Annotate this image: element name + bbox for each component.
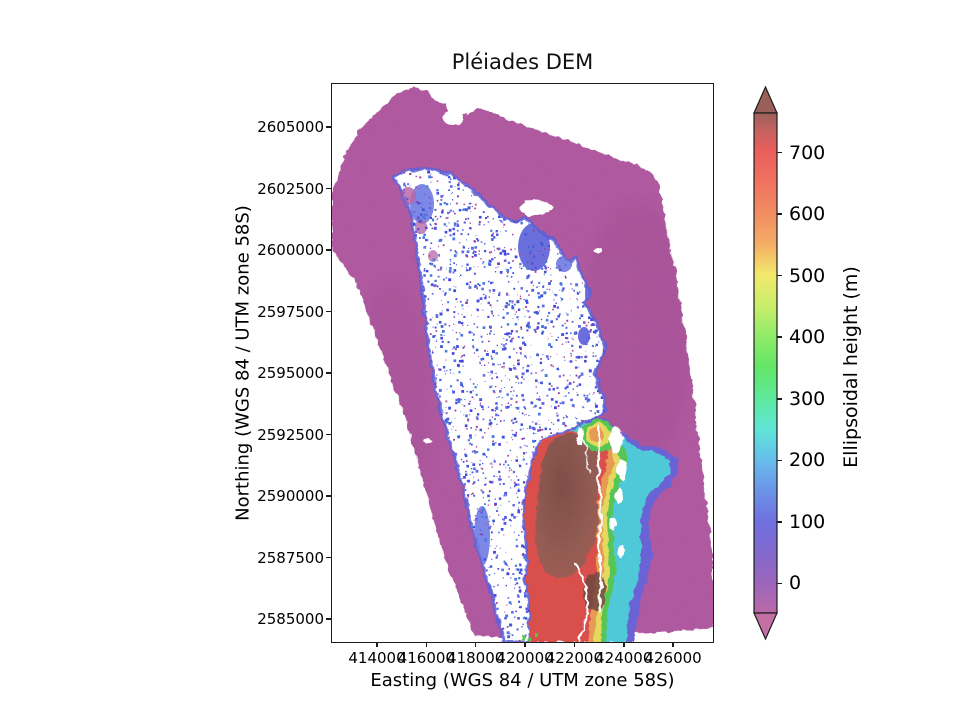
colorbar-tick-label: 0: [789, 572, 802, 595]
colorbar-tick-label: 600: [789, 203, 826, 226]
y-tick: [326, 556, 331, 559]
y-tick-label: 2605000: [257, 118, 324, 136]
y-tick: [326, 433, 331, 436]
x-tick: [672, 642, 674, 647]
y-tick: [326, 372, 331, 374]
y-tick: [326, 495, 331, 497]
colorbar-tick-label: 400: [789, 326, 826, 349]
colorbar-label: Ellipsoidal height (m): [840, 266, 862, 468]
x-tick: [622, 642, 625, 647]
colorbar-arrow-under: [753, 612, 778, 641]
colorbar-body: [753, 112, 778, 614]
summit-white-gaps: [576, 411, 627, 559]
x-tick-label: 424000: [595, 649, 653, 667]
x-tick-label: 418000: [447, 649, 505, 667]
colorbar-tick: [777, 336, 782, 338]
summit-cracks: [575, 424, 603, 642]
colorbar-tick: [777, 274, 782, 277]
colorbar-tick: [777, 521, 782, 523]
x-tick-label: 426000: [644, 649, 702, 667]
x-tick-label: 420000: [496, 649, 554, 667]
y-tick-label: 2590000: [257, 487, 324, 505]
x-tick-label: 416000: [397, 649, 455, 667]
axes-frame: [331, 83, 714, 643]
colorbar-tick: [777, 397, 782, 400]
x-tick: [425, 642, 428, 647]
x-tick-label: 422000: [545, 649, 604, 667]
y-tick: [326, 249, 331, 251]
x-tick-label: 414000: [348, 649, 406, 667]
y-tick-label: 2587500: [257, 548, 324, 567]
y-tick: [326, 187, 331, 190]
plot-title: Pléiades DEM: [451, 50, 594, 74]
y-tick-label: 2597500: [257, 302, 324, 321]
colorbar: [753, 85, 778, 641]
colorbar-tick-label: 700: [789, 141, 826, 164]
y-tick: [326, 126, 331, 128]
colorbar-tick-label: 200: [789, 449, 826, 472]
y-tick: [326, 310, 331, 313]
colorbar-arrow-over: [753, 85, 778, 114]
colorbar-tick-label: 100: [789, 510, 826, 533]
summit-massif: [521, 411, 679, 642]
y-tick-label: 2595000: [257, 364, 324, 382]
y-tick-label: 2600000: [257, 241, 324, 259]
colorbar-tick: [777, 459, 782, 462]
y-tick-label: 2602500: [257, 179, 324, 198]
cloud-holes: [358, 84, 603, 626]
colorbar-tick: [777, 582, 782, 585]
summit-core: [535, 433, 599, 578]
shore-green-dots: [521, 633, 538, 641]
dem-map: [332, 84, 713, 642]
x-tick: [573, 642, 576, 647]
x-axis-label: Easting (WGS 84 / UTM zone 58S): [370, 670, 675, 691]
colorbar-tick: [777, 151, 782, 154]
colorbar-tick: [777, 213, 782, 215]
y-tick: [326, 618, 331, 620]
x-tick: [524, 642, 526, 647]
colorbar-tick-label: 500: [789, 264, 826, 287]
y-tick-label: 2592500: [257, 425, 324, 444]
x-tick: [376, 642, 378, 647]
x-tick: [474, 642, 477, 647]
colorbar-tick-label: 300: [789, 387, 826, 410]
y-tick-label: 2585000: [257, 610, 324, 628]
